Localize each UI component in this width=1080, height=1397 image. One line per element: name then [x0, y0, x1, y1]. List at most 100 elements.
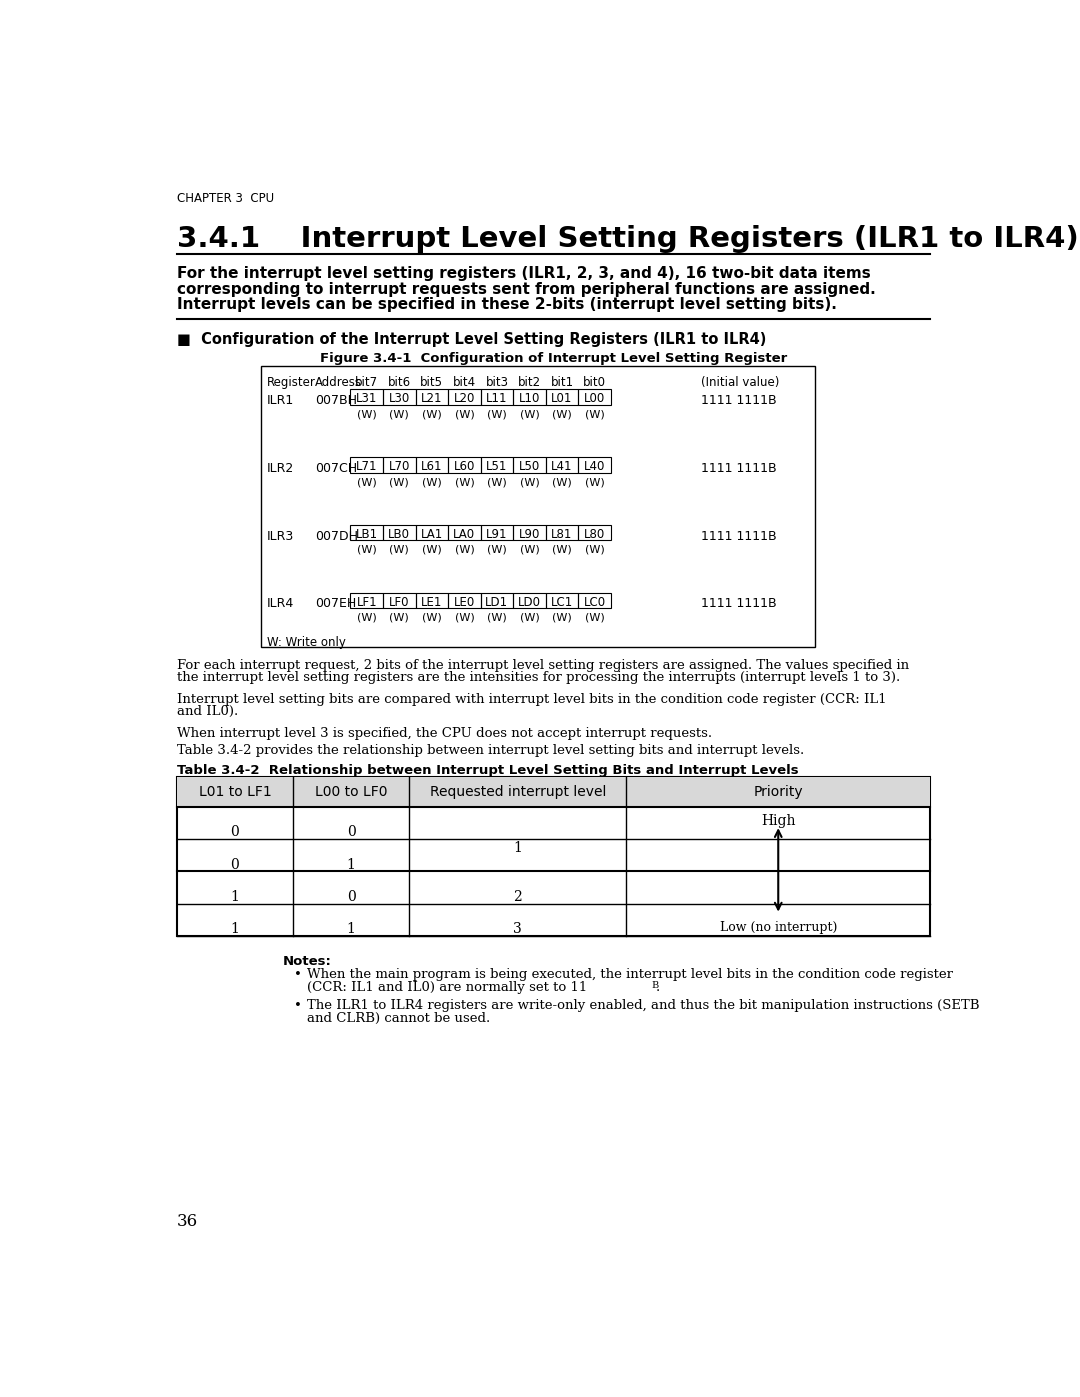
Text: LC0: LC0 [583, 595, 606, 609]
Text: (W): (W) [455, 545, 474, 555]
Text: (W): (W) [356, 613, 377, 623]
Text: Notes:: Notes: [282, 954, 332, 968]
Text: bit4: bit4 [453, 376, 476, 388]
Text: (W): (W) [422, 613, 442, 623]
Text: bit1: bit1 [551, 376, 573, 388]
Text: (W): (W) [455, 478, 474, 488]
Text: (W): (W) [552, 545, 572, 555]
Text: (W): (W) [487, 409, 507, 419]
Text: 1: 1 [347, 858, 355, 872]
Text: (W): (W) [455, 613, 474, 623]
Text: ILR3: ILR3 [267, 529, 294, 542]
Text: .: . [656, 981, 660, 993]
Text: CHAPTER 3  CPU: CHAPTER 3 CPU [177, 193, 274, 205]
Text: L60: L60 [454, 460, 475, 474]
Text: 1111 1111B: 1111 1111B [701, 529, 777, 542]
Text: (W): (W) [455, 409, 474, 419]
Text: L81: L81 [551, 528, 572, 541]
Text: L20: L20 [454, 393, 475, 405]
Text: Table 3.4-2  Relationship between Interrupt Level Setting Bits and Interrupt Lev: Table 3.4-2 Relationship between Interru… [177, 764, 798, 777]
Text: L01 to LF1: L01 to LF1 [199, 785, 271, 799]
Text: L91: L91 [486, 528, 508, 541]
Text: the interrupt level setting registers are the intensities for processing the int: the interrupt level setting registers ar… [177, 671, 900, 685]
Text: 36: 36 [177, 1214, 198, 1231]
Text: ■  Configuration of the Interrupt Level Setting Registers (ILR1 to ILR4): ■ Configuration of the Interrupt Level S… [177, 331, 766, 346]
Text: L30: L30 [389, 393, 410, 405]
Text: LB0: LB0 [389, 528, 410, 541]
Text: (W): (W) [422, 478, 442, 488]
Text: (W): (W) [390, 545, 409, 555]
Text: When the main program is being executed, the interrupt level bits in the conditi: When the main program is being executed,… [307, 968, 953, 982]
Text: 1: 1 [513, 841, 523, 855]
Text: LD0: LD0 [518, 595, 541, 609]
Text: ILR2: ILR2 [267, 462, 294, 475]
Text: (W): (W) [390, 409, 409, 419]
Text: Interrupt level setting bits are compared with interrupt level bits in the condi: Interrupt level setting bits are compare… [177, 693, 887, 705]
Text: For each interrupt request, 2 bits of the interrupt level setting registers are : For each interrupt request, 2 bits of th… [177, 659, 909, 672]
Text: bit6: bit6 [388, 376, 410, 388]
Text: LF1: LF1 [356, 595, 377, 609]
Text: bit3: bit3 [485, 376, 509, 388]
Text: corresponding to interrupt requests sent from peripheral functions are assigned.: corresponding to interrupt requests sent… [177, 282, 876, 296]
Text: (W): (W) [390, 478, 409, 488]
Text: (W): (W) [552, 613, 572, 623]
Text: Figure 3.4-1  Configuration of Interrupt Level Setting Register: Figure 3.4-1 Configuration of Interrupt … [320, 352, 787, 366]
Text: Interrupt levels can be specified in these 2-bits (interrupt level setting bits): Interrupt levels can be specified in the… [177, 298, 837, 312]
Text: 3.4.1    Interrupt Level Setting Registers (ILR1 to ILR4): 3.4.1 Interrupt Level Setting Registers … [177, 225, 1079, 253]
Text: 3: 3 [513, 922, 523, 936]
Text: For the interrupt level setting registers (ILR1, 2, 3, and 4), 16 two-bit data i: For the interrupt level setting register… [177, 267, 870, 281]
Text: L80: L80 [584, 528, 605, 541]
Text: LA0: LA0 [454, 528, 475, 541]
Text: L90: L90 [518, 528, 540, 541]
Text: Register: Register [267, 376, 315, 388]
Text: L70: L70 [389, 460, 410, 474]
Text: (W): (W) [584, 409, 605, 419]
Text: •: • [294, 999, 301, 1013]
Text: (W): (W) [356, 545, 377, 555]
Text: bit0: bit0 [583, 376, 606, 388]
Text: (W): (W) [552, 409, 572, 419]
Text: The ILR1 to ILR4 registers are write-only enabled, and thus the bit manipulation: The ILR1 to ILR4 registers are write-onl… [307, 999, 980, 1013]
Text: LB1: LB1 [355, 528, 378, 541]
Text: 1111 1111B: 1111 1111B [701, 598, 777, 610]
Text: L31: L31 [356, 393, 377, 405]
Text: 1: 1 [347, 922, 355, 936]
Text: 1111 1111B: 1111 1111B [701, 462, 777, 475]
Text: L71: L71 [356, 460, 378, 474]
Text: L11: L11 [486, 393, 508, 405]
Text: Low (no interrupt): Low (no interrupt) [719, 921, 837, 933]
Text: Address: Address [314, 376, 362, 388]
Text: •: • [294, 968, 301, 982]
Text: B: B [651, 981, 659, 989]
Text: (W): (W) [552, 478, 572, 488]
Text: 007BH: 007BH [314, 394, 356, 407]
Text: (W): (W) [519, 545, 539, 555]
Text: L41: L41 [551, 460, 572, 474]
Text: (W): (W) [519, 478, 539, 488]
Text: 0: 0 [347, 826, 355, 840]
Text: (W): (W) [584, 613, 605, 623]
Text: (W): (W) [584, 545, 605, 555]
Text: (W): (W) [356, 409, 377, 419]
Text: Table 3.4-2 provides the relationship between interrupt level setting bits and i: Table 3.4-2 provides the relationship be… [177, 743, 805, 757]
Text: 1: 1 [230, 922, 240, 936]
Text: ILR4: ILR4 [267, 598, 294, 610]
Text: (W): (W) [487, 478, 507, 488]
Text: High: High [761, 814, 796, 828]
Text: (W): (W) [487, 545, 507, 555]
Text: (Initial value): (Initial value) [701, 376, 779, 388]
Text: (W): (W) [519, 613, 539, 623]
Text: W: Write only: W: Write only [267, 636, 346, 648]
Text: (W): (W) [584, 478, 605, 488]
Text: (W): (W) [356, 478, 377, 488]
Text: (W): (W) [519, 409, 539, 419]
Text: 1111 1111B: 1111 1111B [701, 394, 777, 407]
Text: 007DH: 007DH [314, 529, 357, 542]
Text: 0: 0 [347, 890, 355, 904]
Text: (W): (W) [422, 545, 442, 555]
Text: 0: 0 [231, 826, 240, 840]
Text: L51: L51 [486, 460, 508, 474]
Text: (W): (W) [487, 613, 507, 623]
Text: and IL0).: and IL0). [177, 705, 238, 718]
Text: LE0: LE0 [454, 595, 475, 609]
